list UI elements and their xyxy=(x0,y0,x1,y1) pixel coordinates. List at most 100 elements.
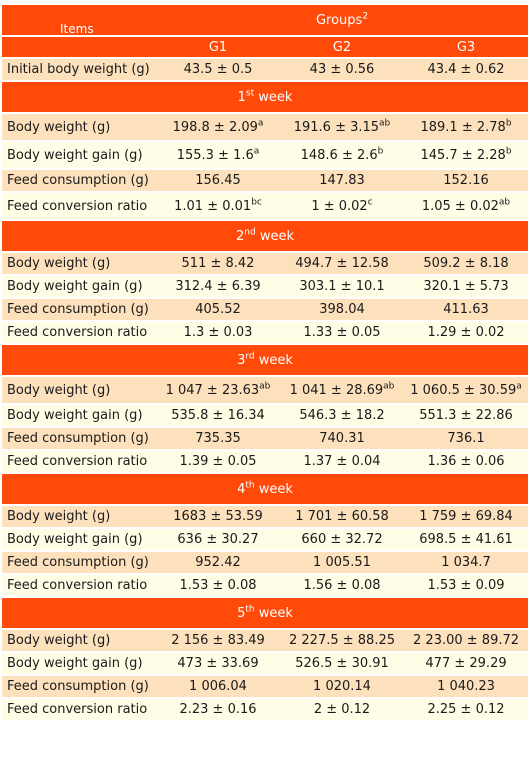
value-cell-g2: 398.04 xyxy=(280,299,404,320)
table-row: Body weight (g) 198.8 ± 2.09a 191.6 ± 3.15… xyxy=(2,114,529,140)
week-number: 3 xyxy=(237,352,246,368)
value-cell-g3: 2 23.00 ± 89.72 xyxy=(404,630,529,651)
cell-value: 148.6 ± 2.6 xyxy=(300,147,378,163)
value-cell-g1: 1683 ± 53.59 xyxy=(156,506,280,527)
table-row: Feed conversion ratio 1.01 ± 0.01bc 1 ± 0.… xyxy=(2,193,529,219)
cell-value: 303.1 ± 10.1 xyxy=(299,279,385,294)
value-cell-g2: 546.3 ± 18.2 xyxy=(280,405,404,426)
cell-value: 2 ± 0.12 xyxy=(313,702,371,717)
week-title: 5th week xyxy=(2,598,529,628)
significance-letter: ab xyxy=(383,381,395,392)
table-row: Body weight gain (g) 155.3 ± 1.6a 148.6 ± … xyxy=(2,142,529,168)
cell-value: 2.23 ± 0.16 xyxy=(179,702,257,717)
groups-label: Groups xyxy=(315,12,363,28)
cell-value: 535.8 ± 16.34 xyxy=(171,408,265,423)
value-cell-g2: 1 020.14 xyxy=(280,676,404,697)
week-label: week xyxy=(254,605,293,621)
value-cell-g1: 1.39 ± 0.05 xyxy=(156,451,280,472)
cell-value: 320.1 ± 5.73 xyxy=(423,279,509,294)
value-cell-g1: 312.4 ± 6.39 xyxy=(156,276,280,297)
cell-value: 1.39 ± 0.05 xyxy=(179,454,257,469)
significance-letter: ab xyxy=(498,197,511,208)
value-cell-g3: 2.25 ± 0.12 xyxy=(404,699,529,720)
week-ordinal: th xyxy=(245,480,255,491)
value-cell-g1: 511 ± 8.42 xyxy=(156,253,280,274)
row-label: Body weight gain (g) xyxy=(2,142,156,168)
value-cell-g2: 1 041 ± 28.69ab xyxy=(280,377,404,403)
row-label: Feed conversion ratio xyxy=(2,193,156,219)
value-cell-g3: 551.3 ± 22.86 xyxy=(404,405,529,426)
week-number: 5 xyxy=(237,605,246,621)
cell-value: 1 020.14 xyxy=(313,679,371,694)
table-row: Feed consumption (g) 405.52 398.04 411.63 xyxy=(2,299,529,320)
value-cell-g3: 477 ± 29.29 xyxy=(404,653,529,674)
value-cell-g1: 473 ± 33.69 xyxy=(156,653,280,674)
significance-letter: ab xyxy=(259,381,271,392)
cell-value: 1.01 ± 0.01 xyxy=(174,198,252,214)
items-label: Items xyxy=(60,22,94,36)
cell-value: 1 041 ± 28.69 xyxy=(289,382,384,398)
cell-value: 155.3 ± 1.6 xyxy=(176,147,254,163)
cell-value: 494.7 ± 12.58 xyxy=(295,256,389,271)
row-label: Body weight (g) xyxy=(2,253,156,274)
cell-value: 1 060.5 ± 30.59 xyxy=(410,382,517,398)
value-cell-g3: 1.53 ± 0.09 xyxy=(404,575,529,596)
table-row: Feed conversion ratio 1.53 ± 0.08 1.56 ± 0… xyxy=(2,575,529,596)
cell-value: 1 040.23 xyxy=(437,679,495,694)
cell-value: 1.37 ± 0.04 xyxy=(303,454,381,469)
table-row: Body weight gain (g) 473 ± 33.69 526.5 ± 3… xyxy=(2,653,529,674)
table-row: Body weight gain (g) 312.4 ± 6.39 303.1 ± … xyxy=(2,276,529,297)
cell-value: 1.33 ± 0.05 xyxy=(303,325,381,340)
header-row-columns: G1 G2 G3 xyxy=(2,37,529,57)
column-header-g3: G3 xyxy=(404,37,529,57)
cell-value: 1.53 ± 0.09 xyxy=(427,578,505,593)
cell-value: 1.3 ± 0.03 xyxy=(183,325,253,340)
value-cell-g2: 660 ± 32.72 xyxy=(280,529,404,550)
significance-letter: a xyxy=(516,381,522,392)
cell-value: 398.04 xyxy=(319,302,365,317)
table-row: Body weight gain (g) 535.8 ± 16.34 546.3 ±… xyxy=(2,405,529,426)
significance-letter: a xyxy=(253,146,260,157)
table-row: Feed conversion ratio 1.39 ± 0.05 1.37 ± 0… xyxy=(2,451,529,472)
week-header-row: 4th week xyxy=(2,474,529,504)
value-cell-g1: 156.45 xyxy=(156,170,280,191)
value-cell-g3: 152.16 xyxy=(404,170,529,191)
value-cell-g3: 1.36 ± 0.06 xyxy=(404,451,529,472)
cell-value: 551.3 ± 22.86 xyxy=(419,408,513,423)
week-number: 2 xyxy=(236,228,245,244)
week-ordinal: nd xyxy=(244,227,256,238)
significance-letter: b xyxy=(505,146,512,157)
value-cell-g1: 952.42 xyxy=(156,552,280,573)
cell-value: 636 ± 30.27 xyxy=(177,532,259,547)
value-cell-g2: 43 ± 0.56 xyxy=(280,59,404,80)
value-cell-g3: 1 034.7 xyxy=(404,552,529,573)
table-row: Initial body weight (g) 43.5 ± 0.5 43 ± 0.… xyxy=(2,59,529,80)
row-label: Body weight (g) xyxy=(2,506,156,527)
cell-value: 411.63 xyxy=(443,302,489,317)
row-label: Feed conversion ratio xyxy=(2,699,156,720)
row-label: Feed conversion ratio xyxy=(2,575,156,596)
row-label: Initial body weight (g) xyxy=(2,59,156,80)
significance-letter: b xyxy=(377,146,384,157)
week-header-row: 5th week xyxy=(2,598,529,628)
value-cell-g2: 148.6 ± 2.6b xyxy=(280,142,404,168)
cell-value: 1 ± 0.02 xyxy=(311,198,368,214)
row-label: Feed consumption (g) xyxy=(2,676,156,697)
row-label: Body weight gain (g) xyxy=(2,276,156,297)
row-label: Body weight (g) xyxy=(2,114,156,140)
week-number: 1 xyxy=(237,89,246,105)
significance-letter: a xyxy=(257,118,264,129)
cell-value: 2 156 ± 83.49 xyxy=(171,633,265,648)
groups-footnote: 2 xyxy=(362,11,369,22)
value-cell-g3: 320.1 ± 5.73 xyxy=(404,276,529,297)
row-label: Body weight gain (g) xyxy=(2,529,156,550)
week-header-row: 3rd week xyxy=(2,345,529,375)
week-label: week xyxy=(254,89,293,105)
week-title: 4th week xyxy=(2,474,529,504)
cell-value: 198.8 ± 2.09 xyxy=(172,119,258,135)
value-cell-g2: 740.31 xyxy=(280,428,404,449)
value-cell-g1: 43.5 ± 0.5 xyxy=(156,59,280,80)
cell-value: 2.25 ± 0.12 xyxy=(427,702,505,717)
cell-value: 1.29 ± 0.02 xyxy=(427,325,505,340)
significance-letter: c xyxy=(367,197,373,208)
